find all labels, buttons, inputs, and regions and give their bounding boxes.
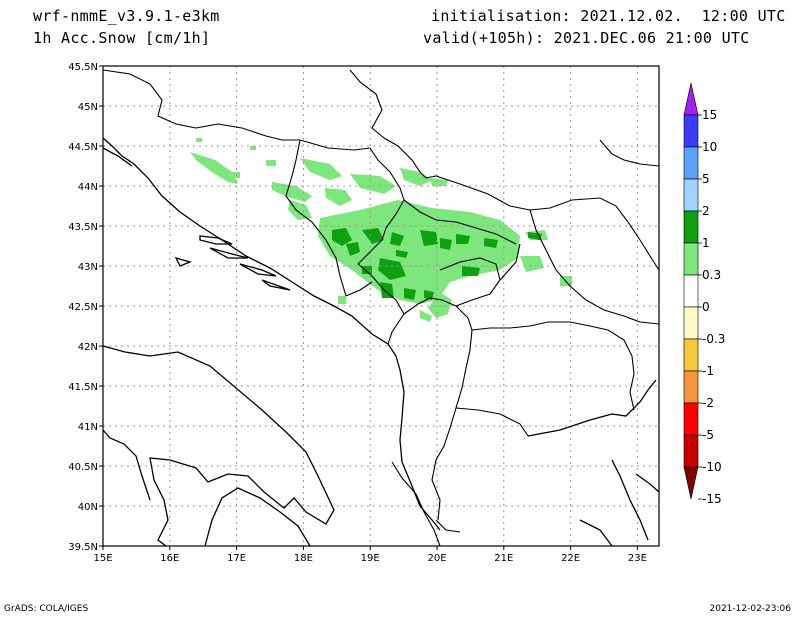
colorbar-segment [684,371,698,403]
lon-tick-label: 15E [93,553,112,564]
lon-tick-label: 16E [160,553,179,564]
lon-tick-label: 18E [294,553,313,564]
colorbar-segment [684,147,698,179]
colorbar-segment [684,115,698,147]
lat-tick-label: 41.5N [68,382,98,393]
lon-axis: 15E 16E 17E 18E 19E 20E 21E 22E 23E [93,546,646,564]
lat-tick-label: 40N [78,502,98,513]
snow-light-areas [190,138,572,322]
colorbar-segment [684,211,698,243]
lat-tick-label: 43.5N [68,222,98,233]
colorbar-label: 5 [702,172,710,186]
lon-tick-label: 20E [427,553,446,564]
footer-credit: GrADS: COLA/IGES [4,604,88,614]
colorbar-label: 10 [702,140,717,154]
lat-tick-label: 45N [78,102,98,113]
colorbar-label: 0 [702,300,710,314]
colorbar-label: 1 [702,236,710,250]
colorbar-label: -15 [702,492,722,506]
lon-tick-label: 22E [561,553,580,564]
country-borders [103,70,659,546]
colorbar-segment [684,275,698,307]
lon-tick-label: 21E [494,553,513,564]
snow-field [190,138,572,322]
colorbar-label: -1 [702,364,714,378]
lat-tick-label: 41N [78,422,98,433]
lat-tick-label: 40.5N [68,462,98,473]
lat-axis: 45.5N 45N 44.5N 44N 43.5N 43N 42.5N 42N 41.5N 41N… [68,62,103,553]
colorbar-label: -5 [702,428,714,442]
lat-tick-label: 44.5N [68,142,98,153]
colorbar: 15 10 5 2 1 0.3 0 -0.3 -1 -2 -5 -10 -15 [684,83,725,506]
colorbar-segment [684,307,698,339]
lat-tick-label: 39.5N [68,542,98,553]
colorbar-label: -10 [702,460,722,474]
colorbar-segment [684,179,698,211]
lat-tick-label: 42.5N [68,302,98,313]
lat-tick-label: 43N [78,262,98,273]
lat-tick-label: 44N [78,182,98,193]
grid-lines [103,66,659,546]
colorbar-segment [684,339,698,371]
footer-timestamp: 2021-12-02-23:06 [710,604,792,614]
lat-tick-label: 45.5N [68,62,98,73]
colorbar-segment [684,435,698,467]
lon-tick-label: 23E [628,553,647,564]
colorbar-segment [684,243,698,275]
colorbar-label: -2 [702,396,714,410]
colorbar-label: -0.3 [702,332,725,346]
lat-tick-label: 42N [78,342,98,353]
colorbar-segment [684,403,698,435]
lon-tick-label: 19E [361,553,380,564]
colorbar-bottom-arrow [684,467,698,499]
colorbar-label: 2 [702,204,710,218]
colorbar-top-arrow [684,83,698,115]
lon-tick-label: 17E [227,553,246,564]
colorbar-label: 0.3 [702,268,721,282]
colorbar-label: 15 [702,108,717,122]
